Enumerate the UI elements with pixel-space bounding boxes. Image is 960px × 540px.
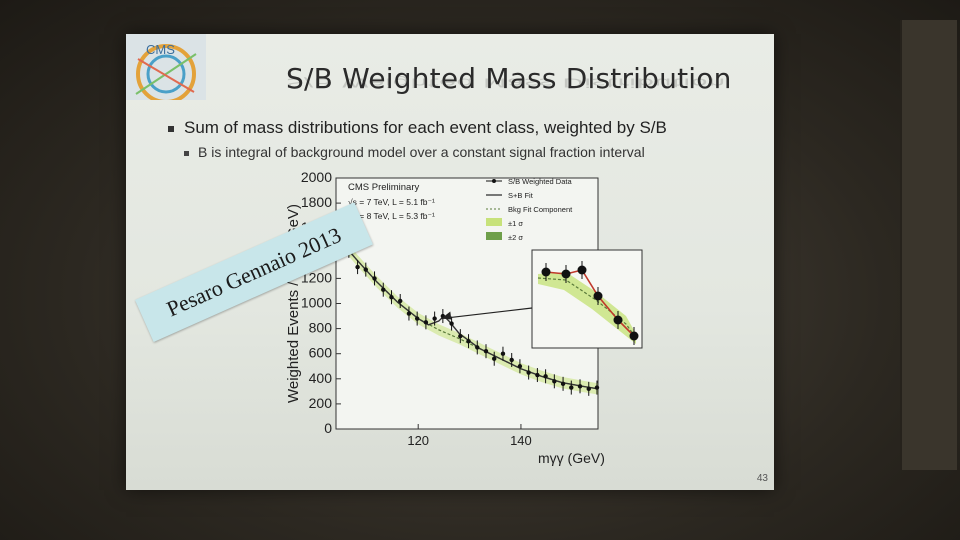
data-point [492,356,497,361]
data-point [432,316,437,321]
inset-data-point [629,331,639,341]
legend-entry: S+B Fit [508,191,534,200]
data-point [560,381,566,387]
inset-data-point [613,315,623,325]
data-point [535,372,540,378]
y-tick-label: 2000 [301,169,332,185]
bullet-text-2: B is integral of background model over a… [198,144,645,160]
x-tick-label: 140 [510,433,532,448]
data-point [577,384,583,389]
inset-data-point [561,269,571,279]
legend-entry: ±1 σ [508,219,523,228]
data-point [381,287,386,292]
inset-arrow-head-icon [441,311,452,320]
legend-marker-band1 [486,218,502,226]
data-point [363,267,368,272]
data-point [406,311,412,316]
data-point [543,374,548,379]
legend-marker-data-dot [492,179,496,183]
data-point [372,276,377,281]
data-point [466,338,471,344]
x-axis-label: mγγ (GeV) [538,450,605,466]
data-point [458,333,463,339]
data-point [355,264,360,270]
legend-entry: Bkg Fit Component [508,205,573,214]
data-point [517,364,523,369]
inset-data-point [577,265,587,275]
data-point [552,379,557,384]
y-tick-label: 0 [324,420,332,436]
chart-title: CMS Preliminary [348,182,420,193]
legend-marker-band2 [486,232,502,240]
data-point [389,295,394,300]
data-point [483,348,489,354]
data-point [526,370,531,375]
data-point [414,316,420,321]
bullet-text-1: Sum of mass distributions for each event… [184,118,667,137]
x-tick-label: 120 [407,433,429,448]
cms-logo-icon: CMS [126,34,206,100]
data-point [475,345,480,350]
inset-data-point [593,291,603,301]
y-tick-label: 400 [309,370,333,386]
wall-panel [900,20,957,470]
data-point [398,298,403,304]
page-number: 43 [756,473,768,484]
y-tick-label: 800 [309,320,333,336]
y-tick-label: 1000 [301,295,332,311]
y-tick-label: 600 [309,345,333,361]
bullet-point-1: Sum of mass distributions for each event… [168,118,667,138]
legend-entry: S/B Weighted Data [508,177,572,186]
data-point [423,320,429,325]
data-point [594,385,600,390]
inset-band [538,272,636,344]
inset-arrow-line [441,307,533,320]
data-point [449,321,454,326]
bullet-square-icon [184,150,189,156]
y-tick-label: 1200 [301,269,332,285]
bullet-square-icon [168,125,174,132]
inset-data-point [541,267,551,277]
chart-subtitle-7tev: √s = 7 TeV, L = 5.1 fb⁻¹ [348,197,435,207]
y-tick-label: 1800 [301,194,332,210]
data-point [509,357,514,363]
y-tick-label: 200 [309,395,333,411]
logo-text: CMS [146,42,175,57]
bullet-point-2: B is integral of background model over a… [184,144,645,160]
chart-subtitle-8tev: √s = 8 TeV, L = 5.3 fb⁻¹ [348,211,435,221]
legend-entry: ±2 σ [508,233,523,242]
data-point [500,351,506,356]
mass-distribution-chart: 0200400600800100012001400160018002000120… [285,169,643,466]
slide-title: S/B Weighted Mass Distribution [286,62,732,95]
data-point [569,385,574,390]
data-point [586,386,591,392]
